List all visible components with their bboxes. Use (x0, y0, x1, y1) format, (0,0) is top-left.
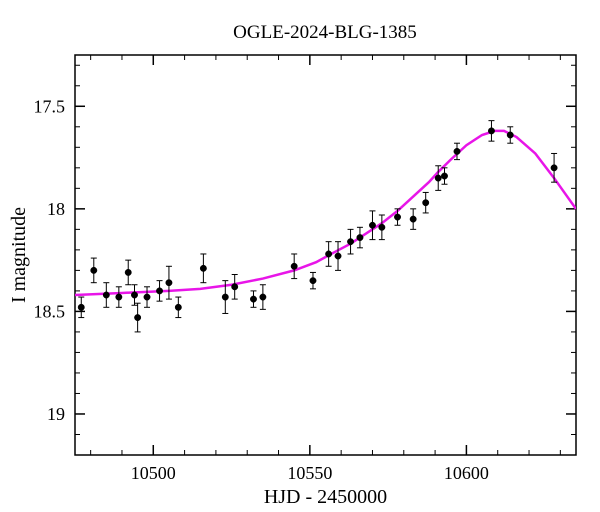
data-point (488, 128, 494, 134)
x-tick-label: 10600 (444, 463, 489, 483)
data-point (200, 265, 206, 271)
data-point (144, 294, 150, 300)
data-point (166, 279, 172, 285)
data-point (103, 292, 109, 298)
lightcurve-chart: OGLE-2024-BLG-1385 10500 10550 10600 17.5 18 1… (0, 0, 600, 512)
data-point (325, 251, 331, 257)
x-tick-label: 10500 (131, 463, 176, 483)
data-point (369, 222, 375, 228)
x-axis-label: HJD - 2450000 (264, 486, 387, 508)
data-point (125, 269, 131, 275)
chart-title: OGLE-2024-BLG-1385 (233, 22, 417, 43)
data-point (291, 263, 297, 269)
data-point (175, 304, 181, 310)
data-point (222, 294, 228, 300)
data-point (116, 294, 122, 300)
data-point (357, 234, 363, 240)
data-point (156, 288, 162, 294)
data-point (231, 284, 237, 290)
data-point (507, 132, 513, 138)
data-point (78, 304, 84, 310)
data-point (423, 199, 429, 205)
data-point (394, 214, 400, 220)
data-point (91, 267, 97, 273)
data-point (134, 314, 140, 320)
data-point (250, 296, 256, 302)
y-axis-label: I magnitude (8, 207, 30, 303)
data-point (379, 224, 385, 230)
y-tick-label: 18 (47, 199, 65, 219)
data-point (310, 277, 316, 283)
y-tick-label: 18.5 (34, 301, 66, 321)
data-point (551, 165, 557, 171)
data-point (335, 253, 341, 259)
y-tick-label: 19 (47, 404, 65, 424)
data-point (260, 294, 266, 300)
x-tick-label: 10550 (287, 463, 332, 483)
data-point (435, 175, 441, 181)
data-point (454, 148, 460, 154)
y-tick-label: 17.5 (34, 96, 66, 116)
data-point (410, 216, 416, 222)
data-point (131, 292, 137, 298)
data-point (441, 173, 447, 179)
data-point (347, 238, 353, 244)
